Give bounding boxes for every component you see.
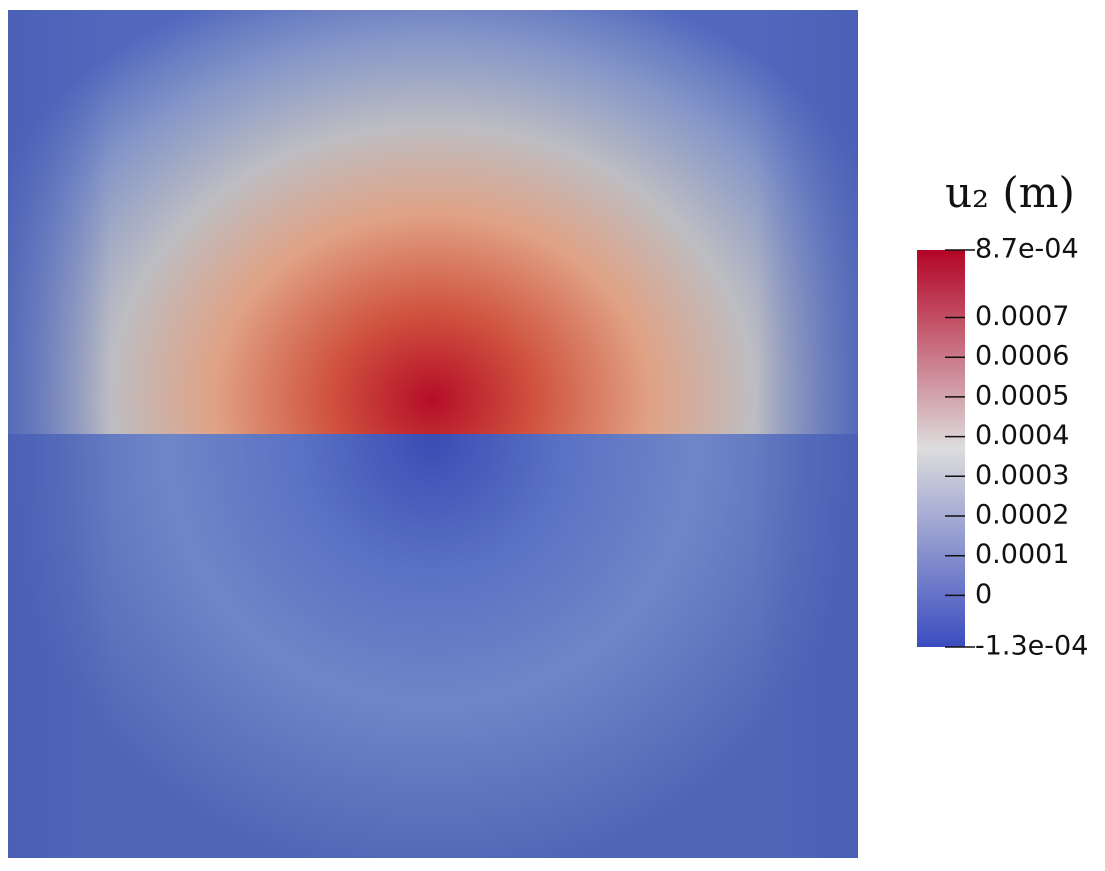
colorbar-tick-label: 0 xyxy=(975,579,992,610)
colorbar-tick-label: 0.0006 xyxy=(975,341,1069,372)
colorbar-tick-label: 0.0002 xyxy=(975,499,1069,530)
colorbar-tick-label: 0.0003 xyxy=(975,460,1069,491)
colorbar-tick-label: -1.3e-04 xyxy=(975,631,1088,662)
colorbar-tick-label: 0.0005 xyxy=(975,380,1069,411)
field xyxy=(8,10,858,858)
field-edge xyxy=(8,10,858,858)
colorbar-tick-label: 0.0001 xyxy=(975,539,1069,570)
colorbar-tick-label: 0.0004 xyxy=(975,420,1069,451)
colorbar xyxy=(917,250,965,647)
colorbar-tick-label: 0.0007 xyxy=(975,301,1069,332)
colorbar-tick-label: 8.7e-04 xyxy=(975,234,1079,265)
colorbar-title: u₂ (m) xyxy=(945,168,1075,217)
